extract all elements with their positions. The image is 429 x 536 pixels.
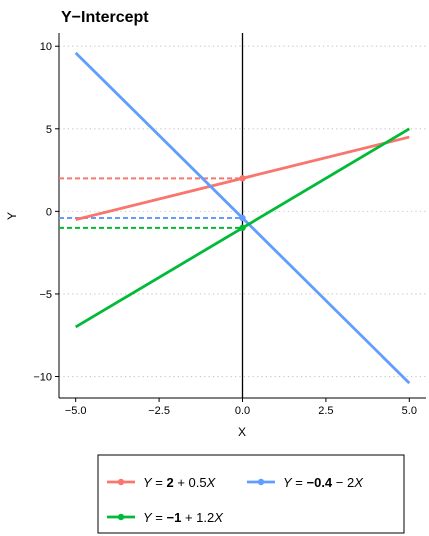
- legend-label-part: − 2: [332, 475, 354, 490]
- x-tick-label: 5.0: [402, 405, 417, 417]
- legend-label: Y = −0.4 − 2X: [283, 475, 364, 490]
- x-tick-label: −5.0: [65, 405, 87, 417]
- legend-label-part: −0.4: [307, 475, 333, 490]
- y-tick-label: −10: [33, 372, 52, 384]
- x-axis-label: X: [238, 425, 246, 439]
- legend-label-part: =: [152, 475, 167, 490]
- legend-label-part: + 0.5: [174, 475, 207, 490]
- legend-label-part: =: [292, 475, 307, 490]
- legend-key-point: [257, 478, 265, 486]
- y-tick-label: 0: [46, 206, 52, 218]
- legend-label-part: =: [152, 510, 167, 525]
- y-tick-label: 10: [40, 41, 52, 53]
- x-tick-label: 0.0: [235, 405, 250, 417]
- x-tick-label: 2.5: [318, 405, 333, 417]
- legend-box: [97, 454, 405, 534]
- legend-label-part: Y: [283, 475, 293, 490]
- legend-label-part: Y: [143, 510, 153, 525]
- intercept-point: [239, 175, 246, 182]
- legend-label-part: X: [213, 510, 224, 525]
- intercept-point: [239, 214, 246, 222]
- plot-area: −10 −5 0 5 10 −5.0 −2.5 0.0 2.5 5.0: [33, 33, 426, 417]
- x-tick-label: −2.5: [148, 405, 170, 417]
- legend-label-part: X: [206, 475, 217, 490]
- chart-title: Y−Intercept: [61, 9, 149, 26]
- legend-label-part: + 1.2: [181, 510, 214, 525]
- legend-label-part: −1: [167, 510, 182, 525]
- legend: Y = 2 + 0.5X Y = −0.4 − 2XY = −1 + 1.2X: [97, 454, 405, 534]
- y-tick-label: 5: [46, 124, 52, 136]
- legend-label-part: Y: [143, 475, 153, 490]
- legend-label: Y = −1 + 1.2X: [143, 510, 224, 525]
- legend-key-point: [117, 478, 125, 486]
- legend-key-point: [117, 513, 125, 521]
- legend-label-part: X: [353, 475, 364, 490]
- y-axis-label: Y: [5, 212, 19, 220]
- legend-label-part: 2: [167, 475, 174, 490]
- legend-label: Y = 2 + 0.5X: [143, 475, 217, 490]
- intercept-point: [239, 224, 246, 232]
- y-tick-label: −5: [39, 289, 52, 301]
